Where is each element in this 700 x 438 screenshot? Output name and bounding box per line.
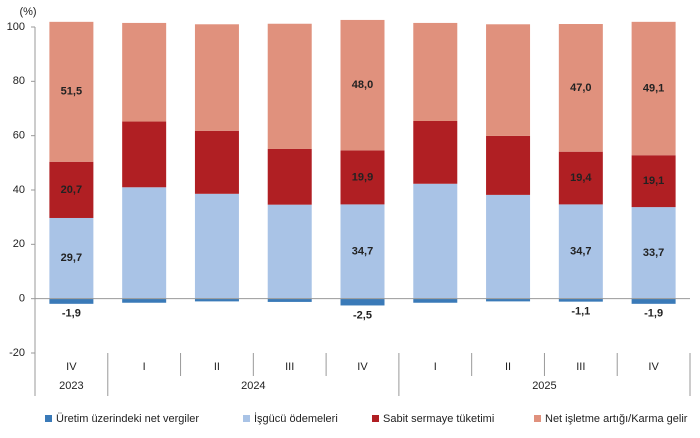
bar-segment	[194, 130, 239, 194]
value-label: -1,9	[62, 308, 81, 320]
legend-label: Sabit sermaye tüketimi	[383, 413, 494, 425]
bar-segment	[49, 217, 94, 299]
bar-segment	[631, 298, 676, 304]
x-tick-label: IV	[66, 361, 77, 373]
value-label: 51,5	[61, 86, 82, 98]
y-tick-label: 60	[13, 130, 25, 142]
bar-segment	[486, 135, 531, 195]
value-label: 19,4	[570, 172, 592, 184]
bar-segment	[267, 298, 312, 302]
legend-label: Net işletme artığı/Karma gelir	[545, 413, 688, 425]
value-label: 47,0	[570, 82, 591, 94]
value-label: 48,0	[352, 79, 373, 91]
bar-segment	[49, 21, 94, 162]
group-label: 2025	[532, 380, 556, 392]
bar-segment	[340, 150, 385, 205]
bar-segment	[413, 183, 458, 299]
value-label: 33,7	[643, 247, 664, 259]
legend-swatch	[243, 415, 250, 422]
bar-segment	[340, 298, 385, 306]
value-label: 29,7	[61, 252, 82, 264]
legend-swatch	[534, 415, 541, 422]
x-tick-label: IV	[648, 361, 659, 373]
value-label: 19,9	[352, 171, 373, 183]
x-tick-label: II	[505, 361, 511, 373]
x-tick-label: III	[285, 361, 294, 373]
y-tick-label: 40	[13, 184, 25, 196]
legend-label: Üretim üzerindeki net vergiler	[56, 413, 199, 425]
y-unit-label: (%)	[19, 6, 36, 18]
x-tick-label: III	[576, 361, 585, 373]
value-label: 49,1	[643, 82, 664, 94]
bar-segment	[122, 22, 167, 122]
bar-segment	[486, 194, 531, 299]
group-label: 2024	[241, 380, 265, 392]
legend-label: İşgücü ödemeleri	[254, 412, 338, 425]
bar-segment	[194, 193, 239, 299]
value-label: 34,7	[570, 245, 591, 257]
y-tick-label: 0	[19, 293, 25, 305]
bar-segment	[486, 298, 531, 302]
y-tick-label: -20	[9, 347, 25, 359]
bar-segment	[631, 155, 676, 208]
value-label: -1,9	[644, 308, 663, 320]
bar-segment	[267, 23, 312, 149]
bar-segment	[486, 24, 531, 136]
x-tick-label: I	[143, 361, 146, 373]
value-label: 19,1	[643, 175, 664, 187]
bar-segment	[49, 298, 94, 304]
bar-segment	[194, 298, 239, 302]
legend-swatch	[372, 415, 379, 422]
y-tick-label: 80	[13, 75, 25, 87]
bar-segment	[122, 187, 167, 299]
bar-segment	[340, 19, 385, 151]
x-tick-label: II	[214, 361, 220, 373]
bar-segment	[558, 298, 603, 302]
bar-segment	[340, 204, 385, 299]
bar-segment	[558, 24, 603, 152]
value-label: 20,7	[61, 184, 82, 196]
bar-segment	[558, 151, 603, 205]
x-tick-label: I	[434, 361, 437, 373]
bar-segment	[413, 22, 458, 121]
bar-segment	[122, 298, 167, 303]
bar-segment	[413, 298, 458, 303]
bar-segment	[194, 24, 239, 131]
legend-swatch	[45, 415, 52, 422]
bar-segment	[122, 121, 167, 188]
bar-segment	[631, 21, 676, 156]
value-label: 34,7	[352, 245, 373, 257]
x-tick-label: IV	[357, 361, 368, 373]
y-tick-label: 20	[13, 238, 25, 250]
value-label: -1,1	[571, 306, 590, 318]
group-label: 2023	[59, 380, 83, 392]
value-label: -2,5	[353, 309, 372, 321]
bar-segment	[558, 204, 603, 299]
bar-segment	[413, 120, 458, 184]
bar-segment	[49, 161, 94, 218]
bar-segment	[631, 207, 676, 299]
y-tick-label: 100	[7, 21, 25, 33]
bar-segment	[267, 148, 312, 205]
bar-segment	[267, 204, 312, 299]
